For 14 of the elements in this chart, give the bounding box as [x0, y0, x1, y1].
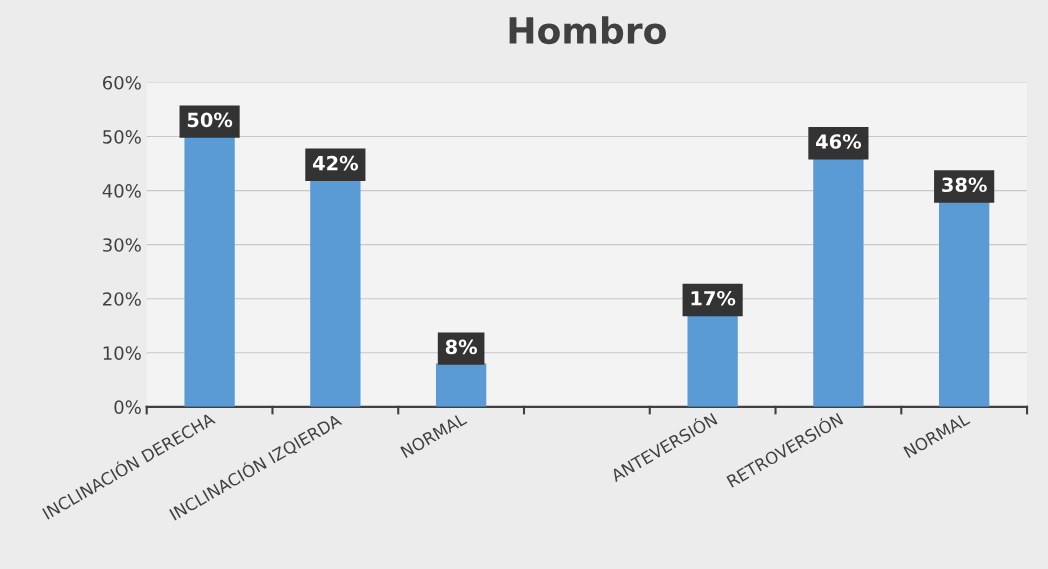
y-tick-label: 40% [102, 184, 141, 198]
data-label: 17% [691, 290, 736, 306]
data-label: 42% [312, 155, 359, 171]
data-label: 38% [942, 177, 987, 193]
data-label: 50% [187, 112, 233, 128]
y-tick-label: 0% [114, 400, 141, 414]
data-label: 46% [816, 134, 862, 149]
y-tick-label: 50% [103, 130, 141, 144]
data-label: 8% [445, 339, 478, 355]
y-tick-label: 10% [103, 346, 141, 360]
y-tick-label: 60% [102, 75, 141, 90]
y-tick-label: 30% [103, 238, 141, 252]
chart-title: Hombro [509, 16, 666, 45]
y-tick-label: 20% [103, 292, 141, 306]
